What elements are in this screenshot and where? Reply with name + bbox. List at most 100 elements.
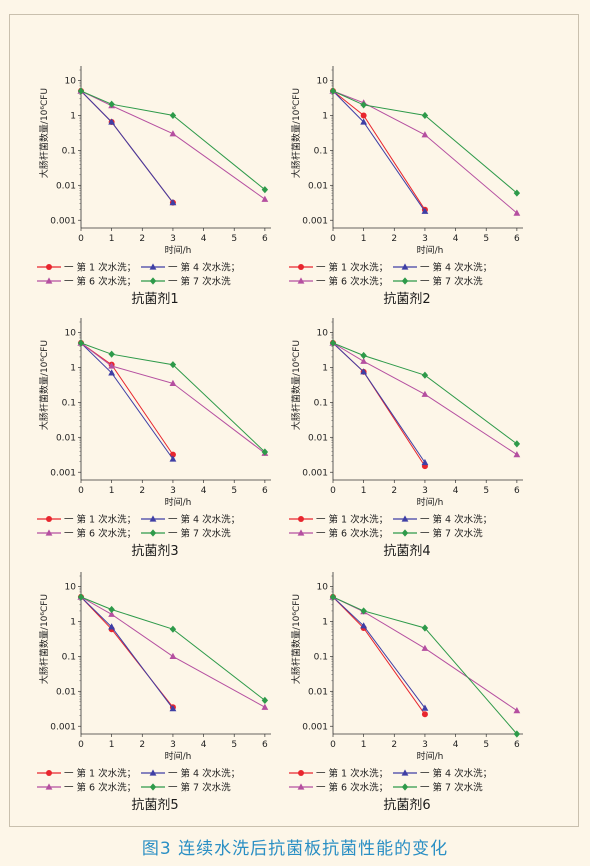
data-point xyxy=(360,368,368,375)
x-tick-label: 1 xyxy=(109,234,115,244)
x-tick-label: 2 xyxy=(391,486,397,496)
data-point xyxy=(108,369,116,376)
y-axis-title: 大肠杆菌数量/10⁶CFU xyxy=(38,88,50,178)
legend-marker xyxy=(149,263,157,270)
data-point xyxy=(513,707,521,714)
panel-caption: 抗菌剂3 xyxy=(131,544,179,559)
x-tick-label: 3 xyxy=(170,234,176,244)
series-line-2 xyxy=(332,596,426,709)
data-point xyxy=(108,100,115,108)
x-tick-label: 6 xyxy=(262,486,268,496)
data-point xyxy=(108,623,116,630)
legend-label: 一 第 4 次水洗； xyxy=(420,514,492,526)
series-line-3 xyxy=(80,342,266,454)
series-line-2 xyxy=(80,596,174,709)
chart-svg: 0 1 2 3 4 5 6 0.001 0.01 0.1 1 10 时间/h 大肠杆菌数量/10⁶CFU 一… xyxy=(289,66,523,288)
x-tick-label: 5 xyxy=(483,486,489,496)
legend-label: 一 第 6 次水洗； xyxy=(316,528,388,540)
y-tick-label: 0.1 xyxy=(62,146,76,156)
legend-marker xyxy=(45,783,53,790)
panel-caption: 抗菌剂4 xyxy=(383,544,431,559)
legend-label: 一 第 7 次水洗 xyxy=(420,782,483,794)
y-axis-title: 大肠杆菌数量/10⁶CFU xyxy=(290,88,302,178)
x-tick-label: 6 xyxy=(514,234,520,244)
x-axis-title: 时间/h xyxy=(417,750,444,762)
y-axis-title: 大肠杆菌数量/10⁶CFU xyxy=(290,340,302,430)
legend-marker xyxy=(149,529,157,537)
x-tick-label: 5 xyxy=(231,740,237,750)
data-point xyxy=(169,361,177,369)
legend-marker xyxy=(298,770,304,776)
series-line-4 xyxy=(332,90,518,194)
series-line-1 xyxy=(80,90,174,203)
y-tick-label: 0.001 xyxy=(50,468,76,478)
legend-label: 一 第 1 次水洗； xyxy=(316,514,388,526)
series-line-3 xyxy=(332,342,518,456)
data-point xyxy=(513,451,521,458)
y-tick-label: 10 xyxy=(65,583,77,593)
legend-label: 一 第 6 次水洗； xyxy=(316,782,388,794)
y-tick-label: 0.01 xyxy=(56,181,76,191)
legend-label: 一 第 4 次水洗； xyxy=(168,514,240,526)
y-tick-label: 0.1 xyxy=(314,652,328,662)
x-tick-label: 5 xyxy=(231,234,237,244)
panel-caption: 抗菌剂6 xyxy=(383,798,431,813)
series-line-4 xyxy=(80,90,266,191)
data-point xyxy=(360,357,368,364)
data-point xyxy=(169,625,177,633)
data-point xyxy=(77,87,85,95)
y-tick-label: 10 xyxy=(317,77,329,87)
legend-marker xyxy=(46,770,52,776)
x-tick-label: 2 xyxy=(139,234,145,244)
data-point xyxy=(261,703,269,710)
x-tick-label: 5 xyxy=(483,740,489,750)
x-tick-label: 2 xyxy=(139,486,145,496)
legend-marker xyxy=(45,529,53,536)
chart-panel-4: 0 1 2 3 4 5 6 0.001 0.01 0.1 1 10 时间/h 大肠杆菌数量/10⁶CFU 一… xyxy=(289,300,539,559)
y-tick-label: 0.001 xyxy=(302,216,328,226)
x-tick-label: 6 xyxy=(262,740,268,750)
x-tick-label: 0 xyxy=(330,486,336,496)
data-point xyxy=(360,118,368,125)
series-line-3 xyxy=(332,90,518,214)
data-point xyxy=(360,351,367,360)
x-tick-label: 4 xyxy=(201,740,207,750)
chart-svg: 0 1 2 3 4 5 6 0.001 0.01 0.1 1 10 时间/h 大肠杆菌数量/10⁶CFU 一… xyxy=(37,66,271,288)
legend-label: 一 第 6 次水洗； xyxy=(64,276,136,288)
data-point xyxy=(169,130,177,137)
x-tick-label: 1 xyxy=(361,740,367,750)
chart-panel-5: 0 1 2 3 4 5 6 0.001 0.01 0.1 1 10 时间/h 大肠杆菌数量/10⁶CFU 一… xyxy=(37,554,287,813)
legend-label: 一 第 1 次水洗； xyxy=(64,262,136,274)
y-tick-label: 0.01 xyxy=(56,433,76,443)
data-point xyxy=(108,350,115,358)
data-point xyxy=(421,207,429,214)
x-tick-label: 4 xyxy=(453,234,459,244)
y-tick-label: 0.001 xyxy=(302,468,328,478)
legend-label: 一 第 1 次水洗； xyxy=(316,262,388,274)
data-point xyxy=(329,593,337,601)
x-tick-label: 0 xyxy=(330,740,336,750)
panel-caption: 抗菌剂2 xyxy=(383,292,431,307)
legend-label: 一 第 7 次水洗 xyxy=(168,528,231,540)
y-tick-label: 0.01 xyxy=(308,433,328,443)
data-point xyxy=(360,112,367,119)
x-tick-label: 3 xyxy=(422,740,428,750)
series-line-1 xyxy=(80,342,174,455)
series-line-4 xyxy=(80,342,266,453)
data-point xyxy=(261,195,269,202)
y-tick-label: 1 xyxy=(70,111,76,121)
legend-marker xyxy=(46,516,52,522)
data-point xyxy=(329,87,337,95)
x-axis-title: 时间/h xyxy=(165,244,192,256)
legend-marker xyxy=(149,769,157,776)
x-tick-label: 4 xyxy=(201,486,207,496)
chart-svg: 0 1 2 3 4 5 6 0.001 0.01 0.1 1 10 时间/h 大肠杆菌数量/10⁶CFU 一… xyxy=(289,572,523,794)
y-tick-label: 0.1 xyxy=(62,398,76,408)
x-tick-label: 5 xyxy=(231,486,237,496)
legend-marker xyxy=(298,264,304,270)
legend-marker xyxy=(149,783,157,791)
y-tick-label: 1 xyxy=(322,111,328,121)
data-point xyxy=(261,448,269,456)
y-tick-label: 1 xyxy=(70,363,76,373)
x-tick-label: 4 xyxy=(453,486,459,496)
